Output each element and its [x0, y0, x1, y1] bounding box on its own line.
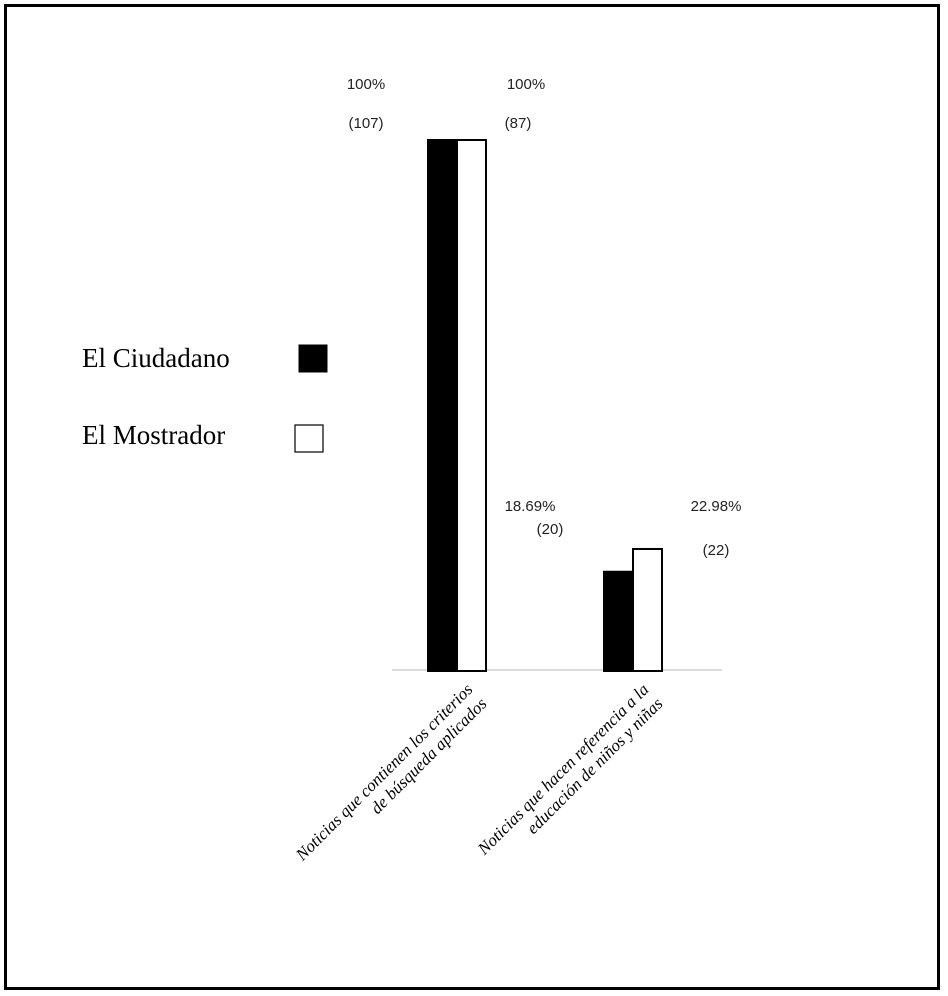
value-label-el-ciudadano-criterios: 100%: [347, 76, 385, 93]
legend-swatch-el-ciudadano: [298, 344, 328, 373]
legend-swatch-el-mostrador: [294, 424, 324, 453]
count-label-el-ciudadano-educacion: (20): [537, 521, 564, 538]
category-label-line: Noticias que hacen referencia a la: [473, 680, 652, 859]
count-label-el-mostrador-educacion: (22): [703, 542, 730, 559]
legend-label-el-ciudadano: El Ciudadano: [82, 343, 230, 373]
count-label-el-ciudadano-criterios: (107): [348, 115, 383, 132]
bars-layer: [427, 139, 663, 672]
bar-el-mostrador-educacion: [632, 547, 663, 672]
value-label-el-mostrador-educacion: 22.98%: [691, 498, 742, 515]
category-label-line: de búsqueda aplicados: [367, 694, 491, 818]
value-label-el-ciudadano-educacion: 18.69%: [505, 498, 556, 515]
category-label-educacion: Noticias que hacen referencia a laeducac…: [473, 680, 667, 859]
bar-el-ciudadano-educacion: [603, 570, 634, 672]
count-label-el-mostrador-criterios: (87): [505, 115, 532, 132]
bar-el-ciudadano-criterios: [427, 139, 458, 672]
value-labels-layer: 100% (107) 18.69% (20) 100% (87) 22.98% (22): [347, 76, 742, 559]
bar-el-mostrador-criterios: [456, 139, 487, 672]
value-label-el-mostrador-criterios: 100%: [507, 76, 545, 93]
legend-label-el-mostrador: El Mostrador: [82, 420, 225, 450]
category-label-line: Noticias que contienen los criterios: [291, 680, 476, 865]
category-label-line: educación de niños y niñas: [523, 694, 667, 838]
legend: El Ciudadano El Mostrador: [82, 343, 328, 453]
